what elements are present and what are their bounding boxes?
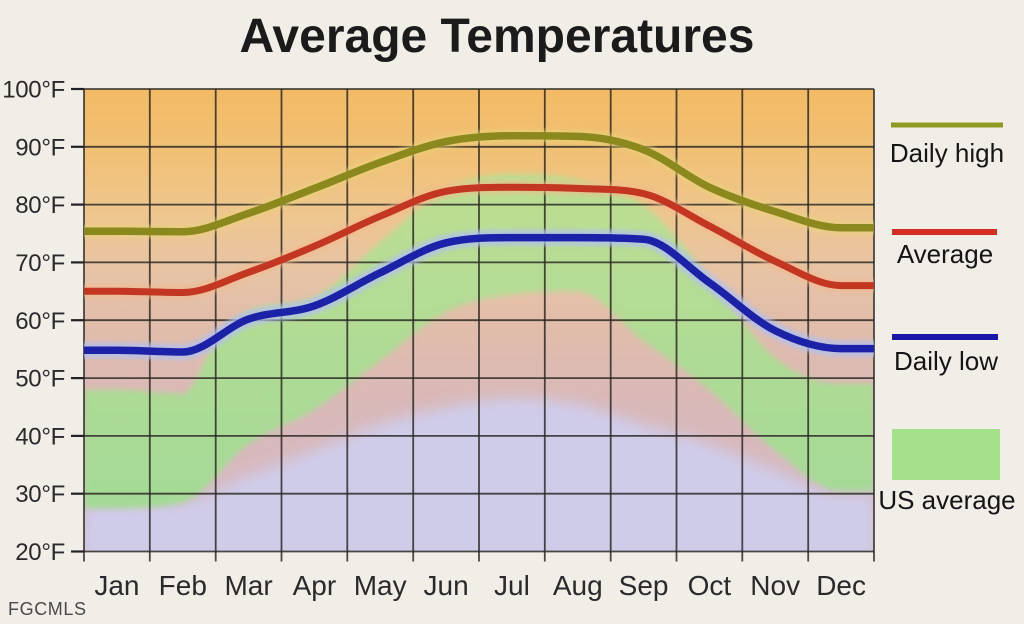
svg-text:60°F: 60°F [15,308,65,335]
svg-text:Oct: Oct [688,570,732,601]
svg-text:Average: Average [897,239,993,269]
svg-text:Nov: Nov [750,570,800,601]
svg-text:May: May [354,570,407,601]
svg-text:40°F: 40°F [15,423,65,450]
svg-text:90°F: 90°F [15,134,65,161]
svg-text:30°F: 30°F [15,481,65,508]
svg-text:70°F: 70°F [15,250,65,277]
svg-text:Average Temperatures: Average Temperatures [240,10,755,63]
svg-text:Jun: Jun [424,570,469,601]
svg-text:Jan: Jan [94,570,139,601]
svg-text:20°F: 20°F [15,539,65,566]
svg-text:Jul: Jul [494,570,530,601]
svg-text:Daily low: Daily low [894,346,998,376]
svg-text:US average: US average [878,485,1015,515]
svg-text:Aug: Aug [553,570,603,601]
svg-text:Sep: Sep [619,570,669,601]
svg-text:FGCMLS: FGCMLS [8,599,87,619]
svg-text:Mar: Mar [224,570,272,601]
svg-text:Dec: Dec [816,570,866,601]
svg-text:Apr: Apr [293,570,337,601]
svg-text:Feb: Feb [159,570,207,601]
svg-text:100°F: 100°F [2,77,65,104]
svg-text:Daily high: Daily high [890,138,1004,168]
svg-text:80°F: 80°F [15,192,65,219]
svg-text:50°F: 50°F [15,366,65,393]
